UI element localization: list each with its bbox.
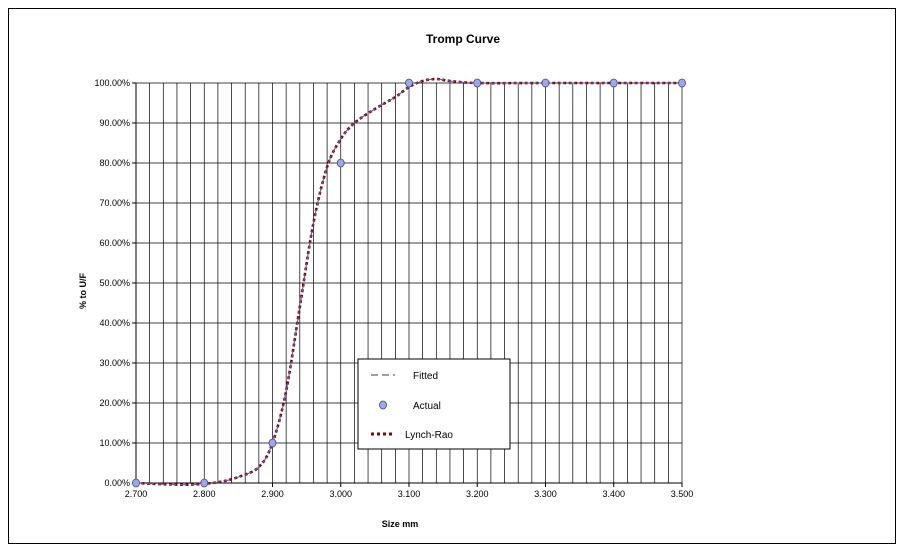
x-tick-label: 3.200 — [466, 489, 489, 499]
legend-fitted-label: Fitted — [413, 371, 438, 382]
x-tick-label: 3.500 — [671, 489, 694, 499]
y-tick-label: 90.00% — [99, 118, 130, 128]
x-tick-label: 3.100 — [398, 489, 421, 499]
y-tick-label: 10.00% — [99, 438, 130, 448]
y-tick-label: 40.00% — [99, 318, 130, 328]
actual-point — [132, 478, 140, 488]
y-tick-label: 80.00% — [99, 158, 130, 168]
x-tick-label: 3.000 — [329, 489, 352, 499]
y-tick-label: 30.00% — [99, 358, 130, 368]
actual-point — [336, 158, 345, 168]
series-layer — [132, 77, 686, 488]
x-tick-label: 2.700 — [125, 489, 148, 499]
actual-point — [405, 78, 413, 88]
y-tick-label: 60.00% — [99, 238, 130, 248]
x-tick-label: 3.400 — [602, 489, 625, 499]
legend: Fitted Actual Lynch-Rao — [357, 358, 511, 450]
actual-point — [268, 438, 277, 448]
actual-point — [541, 78, 550, 88]
chart-title: Tromp Curve — [426, 32, 500, 46]
x-tick-label: 3.300 — [534, 489, 557, 499]
actual-point — [609, 78, 618, 88]
x-tick-label: 2.900 — [261, 489, 284, 499]
x-tick-label: 2.800 — [193, 489, 216, 499]
y-tick-label: 100.00% — [94, 78, 130, 88]
tromp-curve-chart: Tromp Curve 0.00% 10.00% 20.00% 30.00% 40.00… — [78, 32, 693, 529]
y-tick-label: 70.00% — [99, 198, 130, 208]
y-axis-title: % to U/F — [78, 273, 88, 309]
axes: 0.00% 10.00% 20.00% 30.00% 40.00% 50.00% 60.00… — [94, 78, 693, 499]
y-tick-label: 0.00% — [104, 478, 130, 488]
legend-actual-swatch — [379, 400, 387, 410]
actual-point — [200, 478, 209, 488]
actual-point — [473, 78, 482, 88]
legend-lynch-rao-label: Lynch-Rao — [405, 430, 453, 441]
actual-point — [678, 78, 686, 88]
series-fitted-line — [135, 78, 682, 486]
y-tick-label: 50.00% — [99, 278, 130, 288]
legend-actual-label: Actual — [413, 401, 441, 412]
y-tick-label: 20.00% — [99, 398, 130, 408]
x-axis-title: Size mm — [382, 519, 419, 529]
chart-frame: Tromp Curve 0.00% 10.00% 20.00% 30.00% 40.00… — [8, 8, 896, 544]
